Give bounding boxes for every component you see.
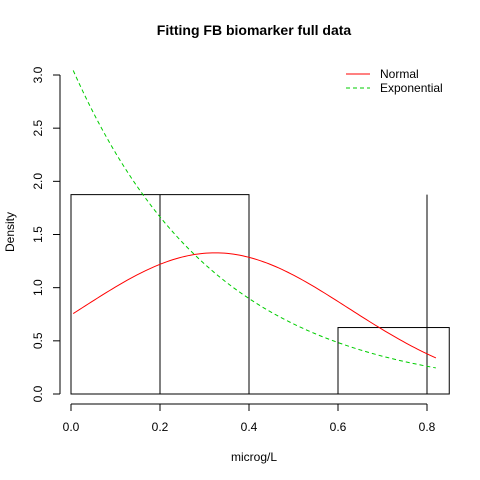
y-tick-label-2: 1.0 bbox=[31, 279, 45, 296]
x-axis: 0.0 0.2 0.4 0.6 0.8 bbox=[63, 403, 436, 434]
legend-label-exponential: Exponential bbox=[380, 81, 443, 95]
x-tick-label-4: 0.8 bbox=[419, 420, 436, 434]
curve-normal bbox=[72, 252, 437, 359]
x-axis-label: microg/L bbox=[231, 450, 277, 464]
curve-exponential bbox=[72, 70, 436, 369]
x-tick-label-3: 0.6 bbox=[330, 420, 347, 434]
y-tick-label-4: 2.0 bbox=[31, 173, 45, 190]
histogram-bars bbox=[70, 194, 450, 395]
vertical-lines bbox=[159, 194, 428, 394]
fitted-curves bbox=[72, 70, 437, 369]
y-tick-label-1: 0.5 bbox=[31, 332, 45, 349]
x-tick-label-0: 0.0 bbox=[63, 420, 80, 434]
y-tick-label-5: 2.5 bbox=[31, 120, 45, 137]
y-axis-label: Density bbox=[3, 212, 17, 252]
y-tick-label-3: 1.5 bbox=[31, 226, 45, 243]
legend-label-normal: Normal bbox=[380, 67, 419, 81]
chart-title: Fitting FB biomarker full data bbox=[157, 22, 352, 38]
y-tick-label-0: 0.0 bbox=[31, 385, 45, 402]
x-tick-label-2: 0.4 bbox=[241, 420, 258, 434]
y-tick-label-6: 3.0 bbox=[31, 66, 45, 83]
y-axis: 0.0 0.5 1.0 1.5 2.0 2.5 3.0 bbox=[31, 66, 61, 402]
x-tick-label-1: 0.2 bbox=[152, 420, 169, 434]
histogram-bar-2 bbox=[337, 327, 450, 395]
